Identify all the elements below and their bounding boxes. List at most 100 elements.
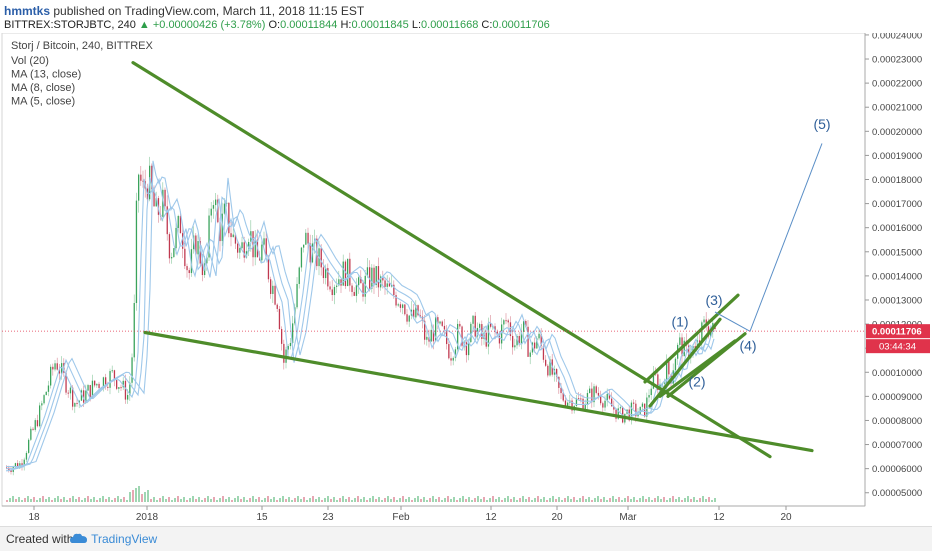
volume-bar: [51, 500, 53, 502]
indicator-label: Vol (20): [11, 55, 49, 67]
candle-body: [234, 234, 237, 244]
candle-body: [10, 470, 12, 472]
y-tick-label: 0.00009000: [872, 392, 922, 403]
volume-bar: [63, 497, 65, 502]
candle-body: [415, 305, 417, 318]
author-link[interactable]: hmmtks: [4, 4, 51, 18]
candle-body: [153, 189, 155, 207]
volume-bar: [456, 500, 458, 502]
candle-body: [23, 459, 25, 467]
volume-bar: [87, 496, 89, 502]
volume-bar: [66, 500, 68, 502]
candle-body: [292, 323, 294, 343]
volume-bar: [45, 499, 47, 502]
candle-body: [490, 323, 492, 327]
volume-bar: [405, 499, 407, 502]
volume-bar: [687, 496, 689, 502]
candle-body: [382, 276, 384, 281]
candle-body: [419, 315, 421, 317]
change-value: +0.00000426 (+3.78%): [152, 19, 266, 31]
volume-bar: [162, 496, 164, 502]
volume-bar: [363, 497, 365, 502]
candle-body: [668, 360, 670, 375]
candle-body: [36, 420, 39, 427]
candle-body: [646, 397, 648, 417]
candle-body: [355, 285, 358, 296]
candle-body: [536, 338, 538, 349]
candle-body: [278, 308, 281, 330]
candle-body: [65, 372, 67, 393]
volume-bar: [441, 500, 443, 502]
candle-body: [322, 267, 325, 279]
candle-body: [107, 386, 109, 388]
candle-body: [303, 244, 305, 248]
candle-body: [474, 315, 476, 337]
volume-bar: [513, 497, 515, 502]
volume-bar: [366, 500, 368, 502]
volume-bar: [531, 500, 533, 502]
volume-bar: [438, 497, 440, 502]
candle-body: [487, 323, 490, 347]
candle-body: [83, 390, 85, 403]
volume-bar: [414, 498, 416, 502]
candle-body: [494, 326, 496, 332]
y-tick-label: 0.00013000: [872, 295, 922, 306]
volume-bar: [684, 498, 686, 502]
indicator-label: MA (13, close): [11, 69, 81, 81]
candle-body: [305, 232, 307, 245]
volume-bar: [102, 496, 104, 502]
candle-body: [39, 405, 41, 427]
volume-bar: [150, 499, 152, 502]
volume-bar: [657, 496, 659, 502]
candle-body: [512, 335, 514, 348]
ohlc-bar: BITTREX:STORJBTC, 240 ▲ +0.00000426 (+3.…: [4, 19, 550, 31]
volume-bar: [708, 497, 710, 502]
candle-body: [188, 270, 190, 274]
candle-body: [406, 314, 408, 322]
volume-bar: [156, 500, 158, 502]
candle-body: [142, 180, 144, 182]
volume-bar: [369, 498, 371, 502]
candle-body: [696, 340, 699, 349]
price-chart[interactable]: 0.00005000 0.00006000 0.00007000 0.00008000…: [0, 33, 932, 526]
volume-bar: [159, 498, 161, 502]
volume-bar: [297, 496, 299, 502]
candle-body: [417, 305, 419, 316]
candle-body: [404, 304, 406, 315]
wave-label: (2): [688, 374, 705, 390]
volume-bar: [84, 498, 86, 502]
candle-body: [498, 333, 501, 344]
volume-bar: [12, 496, 14, 502]
volume-bar: [171, 500, 173, 502]
volume-bar: [579, 498, 581, 502]
candle-body: [127, 395, 129, 400]
tradingview-logo[interactable]: TradingView: [70, 532, 157, 546]
volume-bar: [702, 496, 704, 502]
volume-bar: [201, 500, 203, 502]
y-tick-label: 0.00014000: [872, 271, 922, 282]
volume-bar: [327, 496, 329, 502]
volume-bar: [330, 499, 332, 502]
candle-body: [549, 359, 551, 376]
volume-bar: [516, 500, 518, 502]
candle-body: [175, 227, 177, 249]
candle-body: [219, 222, 221, 242]
candle-body: [439, 321, 441, 324]
candle-body: [151, 165, 153, 190]
candle-body: [683, 340, 685, 357]
candle-body: [593, 386, 595, 403]
candle-body: [102, 377, 105, 389]
candle-body: [666, 360, 668, 383]
candle-body: [468, 342, 470, 356]
volume-bar: [234, 498, 236, 502]
volume-bar: [240, 499, 242, 502]
candle-body: [520, 331, 523, 344]
candle-body: [120, 387, 122, 389]
volume-bar: [255, 499, 257, 502]
candle-body: [206, 257, 208, 264]
candle-body: [360, 277, 362, 284]
candle-body: [223, 203, 226, 214]
volume-bar: [648, 497, 650, 502]
candle-body: [637, 413, 639, 417]
candle-body: [529, 352, 531, 357]
